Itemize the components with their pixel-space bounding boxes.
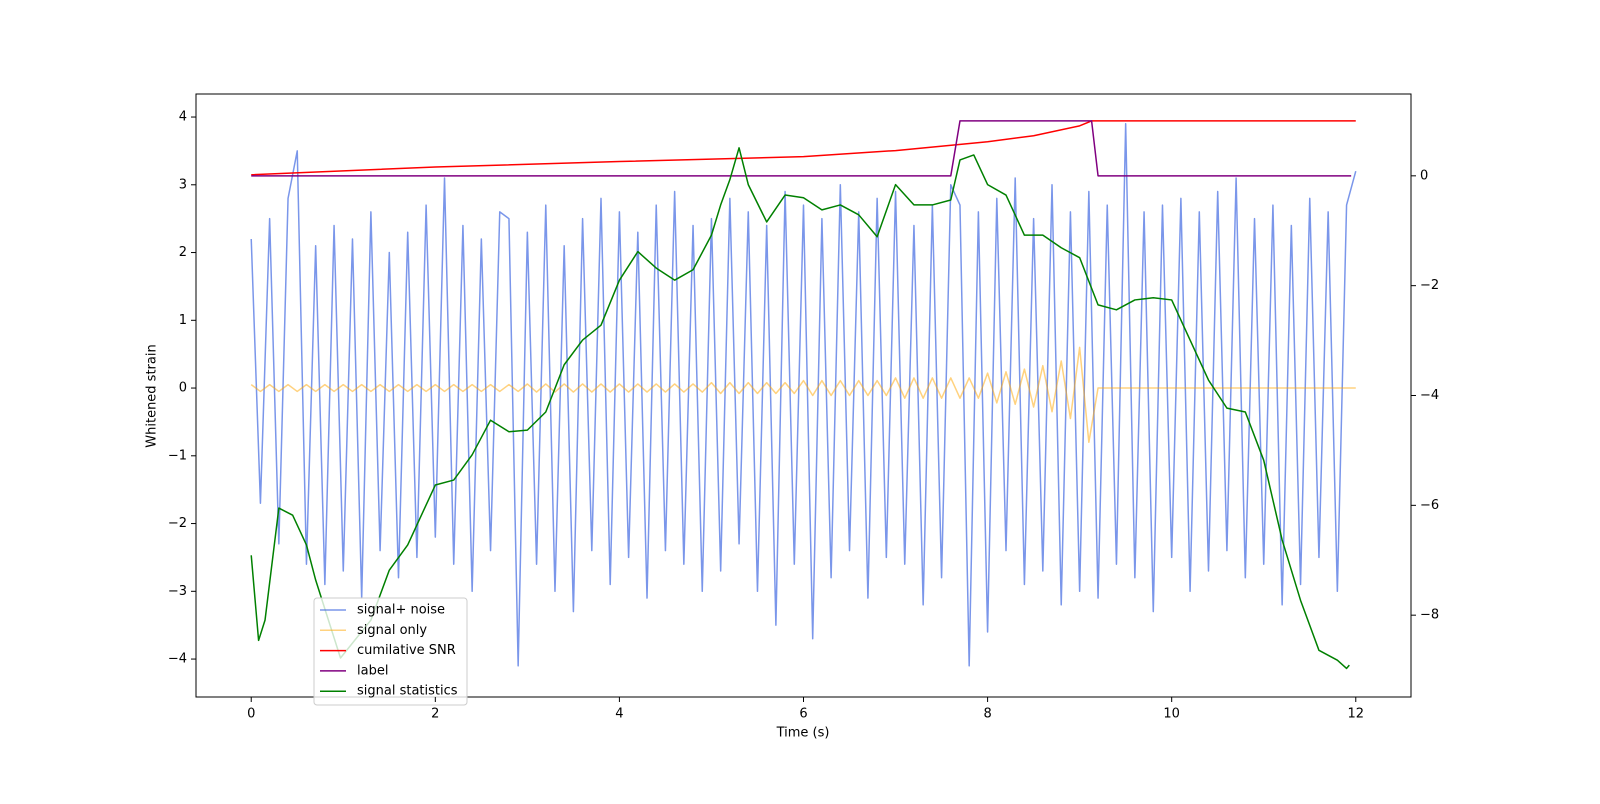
y-tick-label: 4 bbox=[179, 110, 187, 125]
y-axis-label: Whitened strain bbox=[145, 344, 160, 447]
x-tick-label: 8 bbox=[983, 707, 991, 722]
legend: signal+ noise signal only cumilative SNR la… bbox=[313, 597, 468, 706]
legend-label: label bbox=[357, 663, 388, 678]
y2-tick-label: 0 bbox=[1420, 168, 1428, 183]
legend-box bbox=[313, 597, 468, 706]
y2-tick-label: −8 bbox=[1420, 608, 1439, 623]
y2-tick-label: −4 bbox=[1420, 388, 1439, 403]
y-tick-label: 0 bbox=[179, 381, 187, 396]
y-tick-label: −4 bbox=[168, 652, 187, 667]
x-axis-label: Time (s) bbox=[776, 726, 830, 741]
x-tick-label: 0 bbox=[247, 707, 255, 722]
y-tick-label: 2 bbox=[179, 245, 187, 260]
y-tick-label: 3 bbox=[179, 177, 187, 192]
plot-area bbox=[250, 120, 1357, 670]
y-tick-label: 1 bbox=[179, 313, 187, 328]
y2-tick-label: −6 bbox=[1420, 498, 1439, 513]
legend-label: cumilative SNR bbox=[357, 643, 456, 658]
series-line bbox=[250, 147, 1350, 670]
y-tick-label: −3 bbox=[168, 584, 187, 599]
x-tick-label: 4 bbox=[615, 707, 623, 722]
y2-tick-label: −2 bbox=[1420, 278, 1439, 293]
legend-label: signal only bbox=[357, 623, 427, 638]
x-tick-label: 12 bbox=[1347, 707, 1364, 722]
legend-label: signal statistics bbox=[357, 684, 458, 699]
series-line bbox=[251, 120, 1356, 176]
x-tick-label: 6 bbox=[799, 707, 807, 722]
series-line bbox=[250, 346, 1356, 443]
legend-label: signal+ noise bbox=[357, 603, 445, 618]
series-line bbox=[250, 123, 1357, 667]
x-tick-label: 2 bbox=[431, 707, 439, 722]
series-line bbox=[251, 120, 1352, 177]
y-tick-label: −2 bbox=[168, 516, 187, 531]
y-tick-label: −1 bbox=[168, 448, 187, 463]
x-tick-label: 10 bbox=[1163, 707, 1180, 722]
